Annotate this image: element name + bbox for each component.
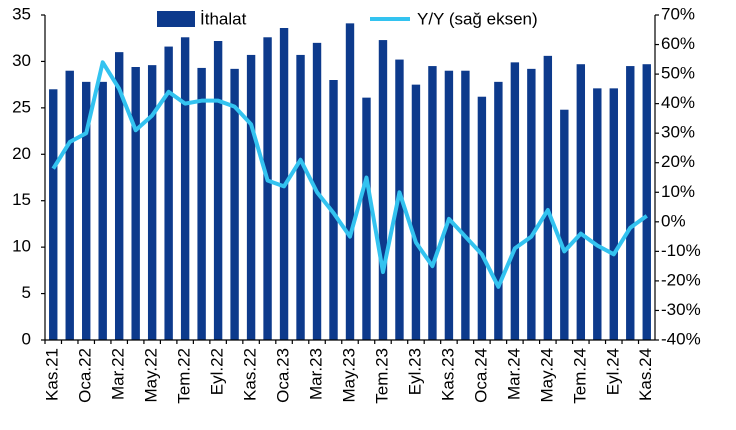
x-tick-label: Kas.24: [636, 348, 655, 401]
x-tick-label: Tem.24: [570, 348, 589, 404]
x-tick-label: May.22: [142, 348, 161, 403]
bar: [345, 23, 355, 340]
bar: [560, 109, 569, 340]
bar: [494, 81, 503, 340]
bar: [510, 62, 520, 340]
x-tick-label: Kas.21: [43, 348, 62, 401]
legend-label: Y/Y (sağ eksen): [417, 9, 538, 28]
bar: [131, 67, 140, 340]
y-tick-label: 10: [12, 237, 31, 256]
y2-tick-label: 60%: [661, 34, 695, 53]
bar: [296, 54, 305, 341]
x-tick-label: Mar.23: [307, 348, 326, 400]
x-tick-label: Kas.23: [438, 348, 457, 401]
y2-tick-label: -40%: [661, 329, 701, 348]
bar: [477, 96, 487, 340]
bar: [411, 84, 421, 341]
x-tick-label: Mar.24: [504, 348, 523, 400]
x-tick-label: Eyl.22: [208, 348, 227, 395]
x-tick-label: Oca.23: [274, 348, 293, 403]
bar: [378, 40, 388, 340]
bar: [213, 41, 223, 340]
bar: [246, 54, 256, 341]
legend-swatch: [157, 11, 195, 27]
bar: [576, 64, 586, 340]
x-tick-label: May.24: [537, 348, 556, 403]
y2-tick-label: 40%: [661, 93, 695, 112]
line: [51, 60, 648, 289]
bar: [461, 70, 470, 340]
y-tick-label: 25: [12, 97, 31, 116]
y-tick-label: 15: [12, 190, 31, 209]
bar: [98, 81, 107, 340]
bar: [147, 65, 157, 341]
y-tick-label: 0: [22, 329, 31, 348]
bar: [263, 37, 272, 341]
y2-tick-label: -20%: [661, 270, 701, 289]
bar: [197, 67, 206, 340]
y2-tick-label: -30%: [661, 300, 701, 319]
bar: [49, 89, 58, 341]
y2-tick-label: 50%: [661, 64, 695, 83]
y2-tick-label: 0%: [661, 211, 686, 230]
y-tick-label: 20: [12, 144, 31, 163]
y-tick-label: 30: [12, 51, 31, 70]
bar: [180, 37, 190, 341]
legend-label: İthalat: [200, 9, 247, 28]
x-tick-label: Oca.22: [76, 348, 95, 403]
y2-tick-label: 10%: [661, 182, 695, 201]
bar: [626, 66, 635, 341]
x-tick-label: Oca.24: [471, 348, 490, 403]
bar: [428, 66, 437, 341]
y2-tick-label: 20%: [661, 152, 695, 171]
bar: [527, 68, 536, 340]
bar: [164, 46, 173, 340]
y2-tick-label: 70%: [661, 4, 695, 23]
x-tick-label: May.23: [339, 348, 358, 403]
bar: [65, 70, 74, 340]
y2-tick-label: -10%: [661, 241, 701, 260]
bar: [543, 55, 553, 340]
x-tick-label: Tem.22: [175, 348, 194, 404]
y-tick-label: 35: [12, 4, 31, 23]
y2-tick-label: 30%: [661, 123, 695, 142]
y-tick-label: 5: [22, 283, 31, 302]
x-tick-label: Eyl.24: [603, 348, 622, 395]
bar: [642, 64, 651, 340]
x-tick-label: Tem.23: [372, 348, 391, 404]
bar: [82, 81, 91, 340]
x-tick-label: Mar.22: [109, 348, 128, 400]
bar: [444, 70, 454, 340]
bar: [230, 68, 239, 340]
x-tick-label: Eyl.23: [405, 348, 424, 395]
bar: [362, 97, 371, 341]
bar: [114, 52, 124, 341]
bar: [609, 88, 618, 340]
bar: [593, 88, 602, 340]
x-tick-label: Kas.22: [241, 348, 260, 401]
